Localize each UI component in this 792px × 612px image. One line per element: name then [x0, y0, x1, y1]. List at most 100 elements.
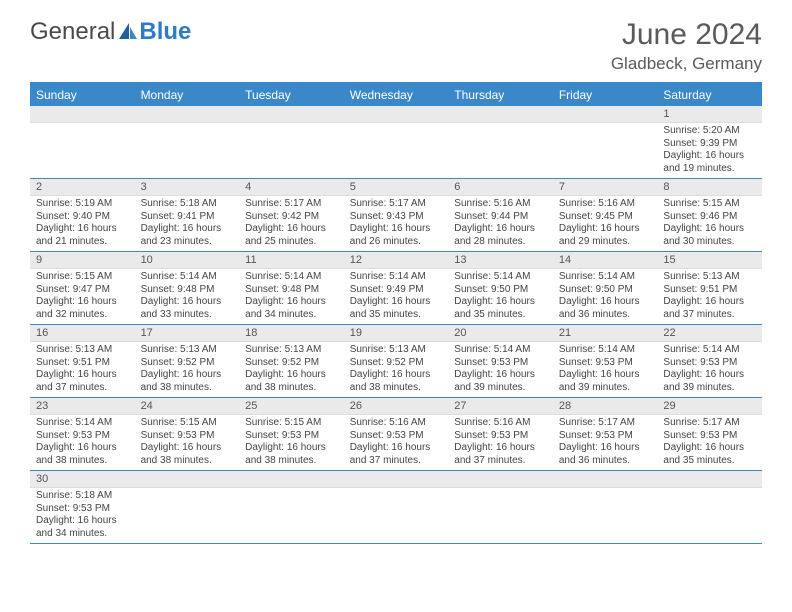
- date-number: 11: [239, 252, 344, 268]
- sunset-line: Sunset: 9:51 PM: [663, 284, 756, 297]
- day-details: Sunrise: 5:14 AMSunset: 9:50 PMDaylight:…: [553, 269, 658, 324]
- sunrise-line: Sunrise: 5:14 AM: [559, 271, 652, 284]
- daylight-line: Daylight: 16 hours: [36, 369, 129, 382]
- daylight-line: and 38 minutes.: [350, 382, 443, 395]
- sunrise-line: Sunrise: 5:17 AM: [350, 198, 443, 211]
- date-number: 5: [344, 179, 449, 195]
- day-details: Sunrise: 5:13 AMSunset: 9:52 PMDaylight:…: [239, 342, 344, 397]
- daylight-line: and 25 minutes.: [245, 236, 338, 249]
- day-header: Monday: [135, 84, 240, 106]
- day-details: [135, 488, 240, 543]
- sunrise-line: Sunrise: 5:14 AM: [559, 344, 652, 357]
- sunset-line: Sunset: 9:49 PM: [350, 284, 443, 297]
- daylight-line: Daylight: 16 hours: [36, 442, 129, 455]
- daylight-line: and 38 minutes.: [36, 455, 129, 468]
- day-header: Friday: [553, 84, 658, 106]
- day-details: Sunrise: 5:15 AMSunset: 9:47 PMDaylight:…: [30, 269, 135, 324]
- sunrise-line: Sunrise: 5:17 AM: [559, 417, 652, 430]
- daylight-line: and 39 minutes.: [454, 382, 547, 395]
- day-details: Sunrise: 5:15 AMSunset: 9:53 PMDaylight:…: [135, 415, 240, 470]
- daylight-line: Daylight: 16 hours: [454, 296, 547, 309]
- daylight-line: and 35 minutes.: [350, 309, 443, 322]
- detail-row: Sunrise: 5:15 AMSunset: 9:47 PMDaylight:…: [30, 269, 762, 325]
- daylight-line: and 37 minutes.: [454, 455, 547, 468]
- daylight-line: Daylight: 16 hours: [559, 369, 652, 382]
- sunset-line: Sunset: 9:51 PM: [36, 357, 129, 370]
- daylight-line: and 30 minutes.: [663, 236, 756, 249]
- daylight-line: and 21 minutes.: [36, 236, 129, 249]
- sunrise-line: Sunrise: 5:15 AM: [36, 271, 129, 284]
- sunset-line: Sunset: 9:53 PM: [245, 430, 338, 443]
- date-number: 10: [135, 252, 240, 268]
- daylight-line: and 32 minutes.: [36, 309, 129, 322]
- daylight-line: and 35 minutes.: [454, 309, 547, 322]
- detail-row: Sunrise: 5:14 AMSunset: 9:53 PMDaylight:…: [30, 415, 762, 471]
- daylight-line: and 38 minutes.: [141, 455, 234, 468]
- daylight-line: Daylight: 16 hours: [36, 296, 129, 309]
- day-details: Sunrise: 5:16 AMSunset: 9:53 PMDaylight:…: [344, 415, 449, 470]
- title-block: June 2024 Gladbeck, Germany: [611, 18, 762, 74]
- sunrise-line: Sunrise: 5:15 AM: [663, 198, 756, 211]
- sunset-line: Sunset: 9:48 PM: [141, 284, 234, 297]
- day-header: Thursday: [448, 84, 553, 106]
- day-details: Sunrise: 5:13 AMSunset: 9:51 PMDaylight:…: [657, 269, 762, 324]
- day-details: Sunrise: 5:14 AMSunset: 9:53 PMDaylight:…: [553, 342, 658, 397]
- daylight-line: and 39 minutes.: [663, 382, 756, 395]
- date-number: [448, 471, 553, 487]
- day-details: Sunrise: 5:18 AMSunset: 9:53 PMDaylight:…: [30, 488, 135, 543]
- day-details: Sunrise: 5:15 AMSunset: 9:53 PMDaylight:…: [239, 415, 344, 470]
- sunset-line: Sunset: 9:44 PM: [454, 211, 547, 224]
- day-details: [239, 123, 344, 178]
- daylight-line: and 23 minutes.: [141, 236, 234, 249]
- sunrise-line: Sunrise: 5:15 AM: [141, 417, 234, 430]
- sunrise-line: Sunrise: 5:18 AM: [141, 198, 234, 211]
- day-details: Sunrise: 5:18 AMSunset: 9:41 PMDaylight:…: [135, 196, 240, 251]
- date-number: 6: [448, 179, 553, 195]
- date-number: 28: [553, 398, 658, 414]
- date-number: [344, 106, 449, 122]
- day-details: [344, 123, 449, 178]
- sunset-line: Sunset: 9:53 PM: [36, 503, 129, 516]
- date-number: [135, 106, 240, 122]
- date-number: 16: [30, 325, 135, 341]
- day-details: [30, 123, 135, 178]
- day-details: [657, 488, 762, 543]
- sunrise-line: Sunrise: 5:14 AM: [245, 271, 338, 284]
- sunset-line: Sunset: 9:53 PM: [559, 357, 652, 370]
- day-details: [239, 488, 344, 543]
- daylight-line: and 34 minutes.: [36, 528, 129, 541]
- sunset-line: Sunset: 9:43 PM: [350, 211, 443, 224]
- date-number: 19: [344, 325, 449, 341]
- day-details: Sunrise: 5:17 AMSunset: 9:43 PMDaylight:…: [344, 196, 449, 251]
- daylight-line: and 39 minutes.: [559, 382, 652, 395]
- date-number: 26: [344, 398, 449, 414]
- date-number: 1: [657, 106, 762, 122]
- sunset-line: Sunset: 9:53 PM: [454, 357, 547, 370]
- sunrise-line: Sunrise: 5:14 AM: [454, 344, 547, 357]
- date-number: 30: [30, 471, 135, 487]
- daylight-line: and 29 minutes.: [559, 236, 652, 249]
- date-number: [448, 106, 553, 122]
- day-details: Sunrise: 5:13 AMSunset: 9:51 PMDaylight:…: [30, 342, 135, 397]
- sunset-line: Sunset: 9:45 PM: [559, 211, 652, 224]
- day-details: Sunrise: 5:14 AMSunset: 9:48 PMDaylight:…: [239, 269, 344, 324]
- day-header: Wednesday: [344, 84, 449, 106]
- sunrise-line: Sunrise: 5:14 AM: [36, 417, 129, 430]
- detail-row: Sunrise: 5:18 AMSunset: 9:53 PMDaylight:…: [30, 488, 762, 544]
- date-number: 12: [344, 252, 449, 268]
- date-number: 20: [448, 325, 553, 341]
- date-row: 1: [30, 106, 762, 123]
- month-title: June 2024: [611, 18, 762, 52]
- date-number: [553, 106, 658, 122]
- daylight-line: Daylight: 16 hours: [454, 369, 547, 382]
- date-number: 27: [448, 398, 553, 414]
- sunset-line: Sunset: 9:39 PM: [663, 138, 756, 151]
- page-header: General Blue June 2024 Gladbeck, Germany: [0, 0, 792, 82]
- daylight-line: and 28 minutes.: [454, 236, 547, 249]
- sunrise-line: Sunrise: 5:16 AM: [350, 417, 443, 430]
- daylight-line: Daylight: 16 hours: [245, 442, 338, 455]
- daylight-line: Daylight: 16 hours: [454, 442, 547, 455]
- sunset-line: Sunset: 9:40 PM: [36, 211, 129, 224]
- daylight-line: Daylight: 16 hours: [663, 296, 756, 309]
- sunrise-line: Sunrise: 5:19 AM: [36, 198, 129, 211]
